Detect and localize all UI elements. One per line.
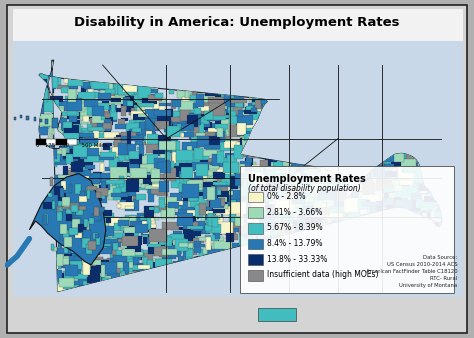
Bar xyxy=(13,41,464,297)
Bar xyxy=(94,208,99,216)
Bar xyxy=(73,229,80,236)
Bar xyxy=(60,232,68,240)
Bar xyxy=(87,186,97,190)
Bar xyxy=(48,193,52,197)
Polygon shape xyxy=(39,60,442,291)
Bar xyxy=(56,139,67,145)
Bar xyxy=(51,244,54,250)
Bar xyxy=(44,214,48,224)
Bar xyxy=(26,116,29,120)
Bar xyxy=(70,206,76,216)
Bar xyxy=(79,206,86,210)
Bar xyxy=(76,229,85,237)
Bar xyxy=(45,119,48,124)
Bar xyxy=(58,193,66,200)
Bar xyxy=(81,236,84,241)
Text: (of total disability population): (of total disability population) xyxy=(248,184,361,193)
Text: 13.8% - 33.33%: 13.8% - 33.33% xyxy=(267,255,328,264)
Bar xyxy=(52,201,55,209)
Bar xyxy=(67,139,77,145)
Bar xyxy=(78,223,86,232)
Bar xyxy=(248,223,264,234)
Bar xyxy=(86,187,93,191)
Bar xyxy=(75,233,82,238)
Bar xyxy=(73,229,77,234)
Bar xyxy=(14,117,16,120)
Bar xyxy=(248,239,264,249)
Bar xyxy=(69,227,78,235)
Bar xyxy=(69,184,72,193)
Bar xyxy=(57,212,62,221)
Bar xyxy=(63,204,71,209)
Text: Disability in America: Unemployment Rates: Disability in America: Unemployment Rate… xyxy=(74,17,400,29)
Bar xyxy=(76,207,83,215)
Bar xyxy=(57,206,62,215)
Bar xyxy=(248,192,264,202)
Bar xyxy=(43,215,46,224)
Bar xyxy=(44,202,52,209)
Bar xyxy=(84,219,88,227)
Bar xyxy=(61,188,64,197)
Text: Data Source:
US Census 2010-2014 ACS
American FactFinder Table C18120
RTC- Rural: Data Source: US Census 2010-2014 ACS Ame… xyxy=(366,255,457,288)
Bar xyxy=(20,115,22,118)
Polygon shape xyxy=(39,60,442,291)
Bar xyxy=(53,247,57,251)
Bar xyxy=(80,191,85,196)
Bar xyxy=(240,166,454,293)
Bar xyxy=(58,197,64,207)
Bar xyxy=(89,218,94,224)
Bar xyxy=(71,205,78,213)
Bar xyxy=(95,234,99,238)
Bar xyxy=(46,139,56,145)
Bar xyxy=(60,223,67,234)
Bar xyxy=(96,237,100,244)
Bar xyxy=(63,230,69,238)
Bar xyxy=(97,207,104,213)
Bar xyxy=(258,308,297,321)
Text: 2.81% - 3.66%: 2.81% - 3.66% xyxy=(267,208,323,217)
Text: 8.4% - 13.79%: 8.4% - 13.79% xyxy=(267,239,323,248)
Polygon shape xyxy=(29,174,106,265)
Text: 0   125  250       500 Miles: 0 125 250 500 Miles xyxy=(36,143,107,148)
Bar xyxy=(87,189,90,199)
Bar xyxy=(50,177,53,186)
Bar xyxy=(62,197,70,206)
Bar xyxy=(72,219,80,228)
Bar xyxy=(93,233,98,239)
Bar xyxy=(64,237,72,247)
Bar xyxy=(70,203,80,211)
Bar xyxy=(96,192,100,198)
Bar xyxy=(55,186,63,195)
Bar xyxy=(36,139,46,145)
Text: 5.67% - 8.39%: 5.67% - 8.39% xyxy=(267,223,323,232)
Text: 0% - 2.8%: 0% - 2.8% xyxy=(267,192,306,201)
Bar xyxy=(92,214,101,221)
Bar xyxy=(64,202,70,207)
Bar xyxy=(248,207,264,218)
Bar xyxy=(83,231,91,238)
Text: Unemployment Rates: Unemployment Rates xyxy=(248,174,365,184)
Bar xyxy=(61,182,66,190)
Bar xyxy=(72,218,82,227)
Bar xyxy=(75,184,81,194)
Bar xyxy=(248,254,264,265)
Text: Insufficient data (high MOEs): Insufficient data (high MOEs) xyxy=(267,270,379,279)
Bar xyxy=(82,238,91,248)
Bar xyxy=(79,196,87,202)
Bar xyxy=(248,270,264,281)
Bar xyxy=(87,221,89,230)
Bar xyxy=(88,241,96,250)
Bar xyxy=(59,207,63,211)
Bar xyxy=(34,117,36,121)
Bar xyxy=(66,214,73,221)
Bar xyxy=(52,118,58,128)
Bar xyxy=(86,244,92,254)
Bar xyxy=(66,206,73,215)
Bar xyxy=(13,9,464,41)
Bar xyxy=(40,119,42,122)
